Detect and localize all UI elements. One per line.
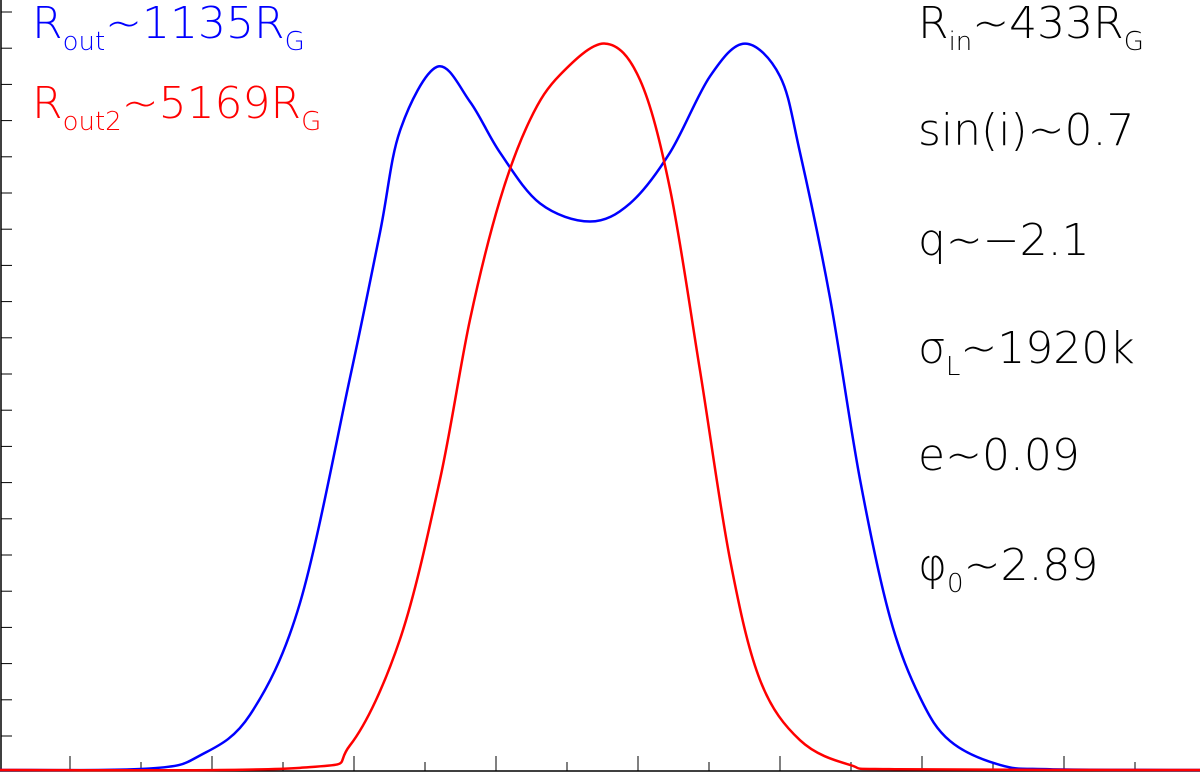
annotation-text: ~1135R xyxy=(105,0,284,49)
subscript: G xyxy=(1124,27,1144,57)
annotation-text: ~5169R xyxy=(122,78,301,129)
annotation-text: φ xyxy=(918,540,947,591)
annotation-text: R xyxy=(32,78,63,129)
annotation: Rout~1135RG xyxy=(32,0,305,57)
line-series xyxy=(0,42,1200,772)
annotation-text: R xyxy=(32,0,63,49)
annotation-text: ~1920k xyxy=(960,323,1134,374)
annotation-text: q~−2.1 xyxy=(918,215,1090,266)
annotation: Rin~433RG xyxy=(918,0,1144,57)
annotation-text: R xyxy=(918,0,949,49)
subscript: G xyxy=(301,107,321,137)
annotation: Rout2~5169RG xyxy=(32,78,321,137)
annotation: q~−2.1 xyxy=(918,215,1090,266)
subscript: L xyxy=(946,352,961,382)
annotation: σL~1920k xyxy=(918,323,1135,382)
annotation-text: ~433R xyxy=(972,0,1123,49)
subscript: in xyxy=(949,27,973,57)
annotation-text: ~2.89 xyxy=(964,540,1099,591)
annotation: φ0~2.89 xyxy=(918,540,1098,599)
annotation-text: sin(i)~0.7 xyxy=(918,105,1134,156)
subscript: 0 xyxy=(947,569,964,599)
annotation-text: e~0.09 xyxy=(918,430,1080,481)
subscript: G xyxy=(285,27,305,57)
annotation-text: σ xyxy=(918,323,946,374)
line-series xyxy=(0,42,1200,772)
subscript: out2 xyxy=(63,107,122,137)
subscript: out xyxy=(63,27,106,57)
annotation: e~0.09 xyxy=(918,430,1080,481)
annotation: sin(i)~0.7 xyxy=(918,105,1134,156)
